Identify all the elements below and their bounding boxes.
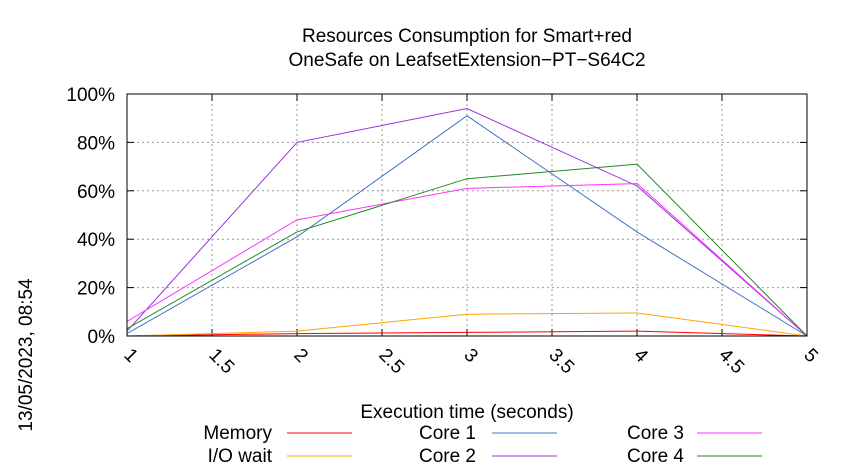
x-tick-label: 3.5	[544, 345, 578, 379]
y-axis: 0% 20% 40% 60% 80% 100%	[66, 85, 807, 348]
legend-label: Memory	[203, 423, 272, 444]
x-axis-label: Execution time (seconds)	[360, 402, 573, 423]
legend-label: Core 2	[419, 446, 476, 467]
x-tick-label: 4	[629, 345, 652, 368]
series-lines	[126, 107, 808, 337]
y-tick-label: 40%	[77, 230, 115, 251]
x-tick-label: 4.5	[714, 345, 748, 379]
series-line-memory	[126, 330, 808, 337]
y-tick-label: 20%	[77, 279, 115, 300]
legend-label: Core 1	[419, 423, 476, 444]
y-tick-label: 0%	[88, 327, 116, 348]
series-line-core-1	[126, 115, 808, 337]
series-line-core-4	[126, 163, 808, 337]
timestamp-label: 13/05/2023, 08:54	[16, 278, 37, 432]
x-tick-label: 1.5	[204, 345, 238, 379]
x-tick-label: 3	[459, 345, 481, 367]
x-tick-label: 5	[799, 345, 821, 367]
series-line-core-3	[126, 183, 808, 337]
x-tick-label: 1	[119, 345, 141, 367]
chart-title-line-1: Resources Consumption for Smart+red	[302, 26, 632, 47]
series-line-core-2	[126, 107, 808, 337]
y-tick-label: 80%	[77, 133, 115, 154]
legend-label: Core 4	[627, 446, 684, 467]
y-tick-label: 60%	[77, 182, 115, 203]
x-tick-label: 2.5	[374, 345, 408, 379]
grid	[126, 93, 808, 337]
legend-label: Core 3	[627, 423, 684, 444]
series-line-i-o-wait	[126, 312, 808, 337]
plot-border	[126, 93, 808, 337]
y-tick-label: 100%	[66, 85, 115, 106]
x-tick-label: 2	[289, 345, 311, 367]
legend-label: I/O wait	[208, 446, 273, 467]
chart-title-line-2: OneSafe on LeafsetExtension−PT−S64C2	[288, 50, 645, 71]
